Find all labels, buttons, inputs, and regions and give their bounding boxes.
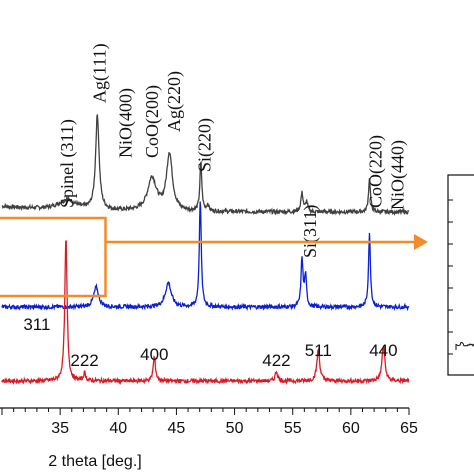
- hkl-label: 222: [70, 351, 98, 370]
- inset-trace: [455, 341, 474, 350]
- x-tick-label: 50: [226, 420, 244, 437]
- phase-label: Ag(111): [90, 43, 111, 103]
- x-tick-label: 55: [284, 420, 302, 437]
- inset-frame: [447, 174, 474, 376]
- phase-label: CoO(200): [142, 85, 163, 158]
- phase-label: NiO(400): [115, 88, 136, 158]
- phase-label: Ag(220): [164, 71, 185, 132]
- series-layer: [1, 114, 410, 386]
- series-line-3: [1, 240, 410, 386]
- hkl-label: 400: [140, 345, 168, 364]
- phase-label: CoO(220): [365, 135, 386, 208]
- annotation-layer: [0, 174, 474, 376]
- x-tick-label: 35: [51, 420, 69, 437]
- phase-label: NiO(440): [387, 140, 408, 210]
- phase-label: Si(311): [300, 205, 321, 258]
- x-tick-label: 40: [109, 420, 127, 437]
- x-axis: 35 40 45 50 55 60 65: [0, 407, 418, 437]
- hkl-label: 422: [262, 351, 290, 370]
- phase-label: Spinel (311): [57, 119, 78, 208]
- label-layer: Spinel (311) Ag(111)NiO(400) CoO(200) Ag(22…: [23, 43, 408, 370]
- series-line-1: [1, 114, 410, 217]
- zoom-box: [0, 216, 107, 298]
- hkl-label: 511: [305, 341, 332, 360]
- x-tick-label: 45: [168, 420, 186, 437]
- zoom-arrow-head: [414, 234, 428, 250]
- x-axis-label: 2 theta [deg.]: [48, 453, 141, 470]
- x-tick-label: 65: [400, 420, 418, 437]
- phase-label: Si(220): [194, 118, 215, 172]
- hkl-label: 440: [369, 341, 397, 360]
- hkl-label: 311: [23, 315, 50, 334]
- series-line-2: [1, 201, 410, 312]
- x-tick-label: 60: [342, 420, 360, 437]
